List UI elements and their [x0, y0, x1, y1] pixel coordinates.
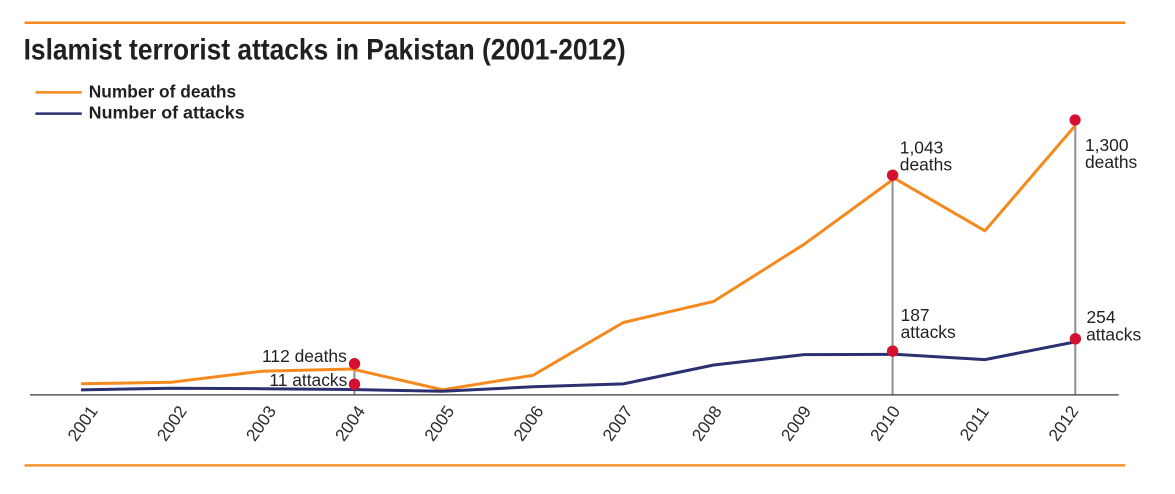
svg-text:Number of attacks: Number of attacks	[89, 103, 245, 123]
svg-text:254: 254	[1087, 307, 1116, 327]
svg-text:Islamist terrorist attacks in: Islamist terrorist attacks in Pakistan (…	[24, 34, 626, 67]
svg-text:deaths: deaths	[900, 154, 953, 174]
svg-text:1,043: 1,043	[900, 137, 944, 157]
svg-text:112 deaths: 112 deaths	[262, 346, 347, 366]
svg-text:187: 187	[901, 305, 930, 325]
svg-text:attacks: attacks	[901, 322, 956, 342]
svg-text:Number of deaths: Number of deaths	[89, 81, 237, 101]
svg-text:11 attacks: 11 attacks	[269, 370, 347, 390]
svg-text:attacks: attacks	[1086, 325, 1141, 345]
svg-text:1,300: 1,300	[1085, 135, 1129, 155]
svg-text:deaths: deaths	[1085, 152, 1138, 172]
